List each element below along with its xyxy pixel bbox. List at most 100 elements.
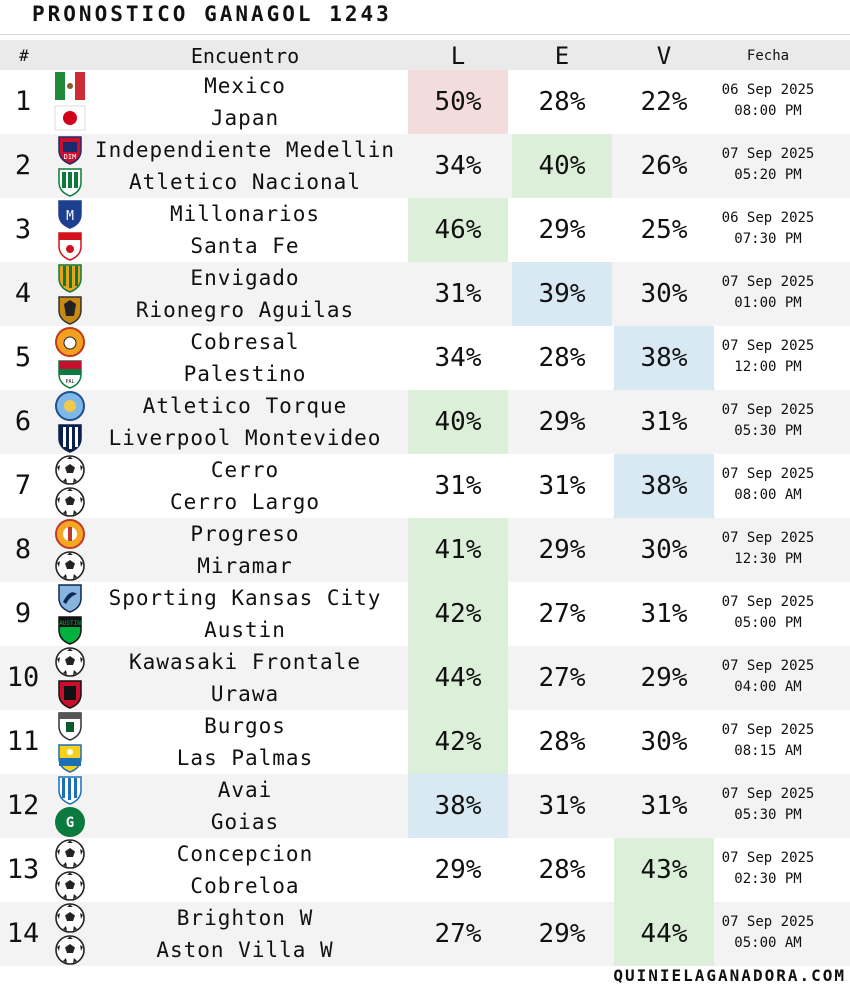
match-datetime: 07 Sep 2025 12:00 PM [716,326,820,390]
match-number: 3 [14,214,32,245]
local-percentage: 27% [434,919,482,949]
match-time: 04:00 AM [734,679,802,695]
title-divider [0,34,850,35]
svg-text:G: G [66,815,74,831]
home-team: Independiente Medellin [94,138,396,162]
soccer-ball-icon [53,870,87,902]
team-logos: G [53,774,87,838]
match-date: 07 Sep 2025 [721,850,815,866]
match-datetime: 07 Sep 2025 05:00 AM [716,902,820,966]
match-teams: Avai Goias [90,774,400,838]
match-date: 07 Sep 2025 [721,658,815,674]
table-row: 10 Kawasaki Frontale Urawa 44% 27% 29% 07 Sep … [0,646,850,710]
local-percentage: 40% [408,390,508,454]
home-team: Millonarios [169,202,321,226]
header-match: Encuentro [190,44,300,68]
home-team: Cobresal [190,330,300,354]
draw-percentage: 27% [538,663,586,693]
svg-text:DIM: DIM [64,153,77,161]
draw-percentage: 29% [538,535,586,565]
rionegro-crest-icon [53,294,87,326]
cobresal-crest-icon [53,326,87,358]
away-team: Cobreloa [190,874,300,898]
avai-crest-icon [53,774,87,806]
team-logos [53,902,87,966]
draw-percentage: 39% [512,262,612,326]
match-datetime: 07 Sep 2025 08:15 AM [716,710,820,774]
team-logos: DIM [53,134,87,198]
local-percentage: 31% [434,279,482,309]
austin-crest-icon: AUSTIN [53,614,87,646]
medellin-crest-icon: DIM [53,134,87,166]
team-logos [53,454,87,518]
home-team: Atletico Torque [142,394,348,418]
match-time: 05:00 PM [734,615,802,631]
match-time: 08:15 AM [734,743,802,759]
match-datetime: 07 Sep 2025 01:00 PM [716,262,820,326]
draw-percentage: 29% [538,919,586,949]
local-percentage: 50% [408,70,508,134]
team-logos [53,710,87,774]
away-team: Miramar [197,554,293,578]
match-datetime: 07 Sep 2025 04:00 AM [716,646,820,710]
home-team: Cerro [210,458,280,482]
match-time: 08:00 AM [734,487,802,503]
santa-fe-crest-icon [53,230,87,262]
match-time: 02:30 PM [734,871,802,887]
table-row: 8 Progreso Miramar 41% 29% 30% 07 Sep 2025 12:3… [0,518,850,582]
match-number: 2 [14,150,32,181]
match-teams: Independiente Medellin Atletico Nacional [90,134,400,198]
burgos-crest-icon [53,710,87,742]
las-palmas-crest-icon [53,742,87,774]
visitor-percentage: 31% [640,407,688,437]
table-row: 12 G Avai Goias 38% 31% 31% 07 Sep 2025 05:30 PM [0,774,850,838]
match-date: 07 Sep 2025 [721,146,815,162]
header-visitor: V [656,42,672,70]
goias-crest-icon: G [53,806,87,838]
match-date: 07 Sep 2025 [721,274,815,290]
local-percentage: 29% [434,855,482,885]
soccer-ball-icon [53,486,87,518]
match-number: 5 [14,342,32,373]
local-percentage: 42% [408,582,508,646]
draw-percentage: 28% [538,855,586,885]
local-percentage: 42% [408,710,508,774]
liverpool-crest-icon [53,422,87,454]
visitor-percentage: 30% [640,535,688,565]
match-datetime: 07 Sep 2025 12:30 PM [716,518,820,582]
soccer-ball-icon [53,902,87,934]
urawa-crest-icon [53,678,87,710]
home-team: Mexico [204,74,286,98]
match-number: 10 [6,662,40,693]
away-team: Goias [210,810,280,834]
skc-crest-icon [53,582,87,614]
match-teams: Cobresal Palestino [90,326,400,390]
visitor-percentage: 31% [640,791,688,821]
table-row: 2 DIM Independiente Medellin Atletico Nacio… [0,134,850,198]
home-team: Concepcion [176,842,314,866]
match-teams: Cerro Cerro Largo [90,454,400,518]
match-teams: Millonarios Santa Fe [90,198,400,262]
home-team: Kawasaki Frontale [129,650,361,674]
local-percentage: 31% [434,471,482,501]
table-row: 4 Envigado Rionegro Aguilas 31% 39% 30% 07 Sep… [0,262,850,326]
nacional-crest-icon [53,166,87,198]
header-date: Fecha [746,48,790,64]
team-logos [53,838,87,902]
site-watermark: QUINIELAGANADORA.COM [613,966,846,985]
team-logos [53,646,87,710]
away-team: Santa Fe [190,234,300,258]
local-percentage: 46% [408,198,508,262]
visitor-percentage: 25% [640,215,688,245]
visitor-percentage: 38% [614,454,714,518]
table-row: 13 Concepcion Cobreloa 29% 28% 43% 07 Sep 2025… [0,838,850,902]
home-team: Sporting Kansas City [108,586,382,610]
team-logos: AUSTIN [53,582,87,646]
match-teams: Brighton W Aston Villa W [90,902,400,966]
team-logos [53,262,87,326]
match-date: 07 Sep 2025 [721,722,815,738]
draw-percentage: 31% [538,471,586,501]
match-date: 07 Sep 2025 [721,914,815,930]
home-team: Brighton W [176,906,314,930]
draw-percentage: 28% [538,343,586,373]
